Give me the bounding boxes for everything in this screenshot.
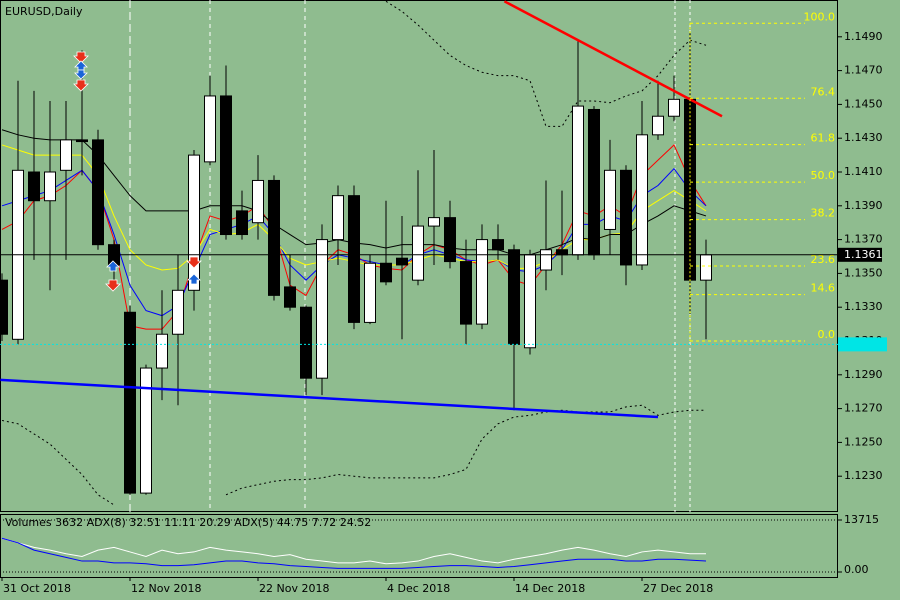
- candle-body: [220, 95, 232, 236]
- arrow-down: [105, 279, 121, 292]
- candle-body: [44, 171, 56, 202]
- axes: 1.12301.12501.12701.12901.13101.13301.13…: [1, 30, 887, 595]
- candle-body: [0, 279, 8, 335]
- fib-label: 76.4: [811, 85, 836, 98]
- y-tick-label: 1.1330: [844, 300, 883, 313]
- y-tick-label: 13715: [844, 513, 879, 526]
- candle-body: [588, 108, 600, 256]
- candle-body: [524, 254, 536, 349]
- candle-body: [284, 286, 296, 308]
- arrow-up: [187, 273, 201, 285]
- candle-body: [492, 239, 504, 251]
- indicator-line: [1, 404, 706, 506]
- arrow-down: [73, 51, 89, 64]
- candle-body: [540, 249, 552, 271]
- candle-body: [316, 239, 328, 379]
- main-plot: 100.0 76.4 61.8 50.0 38.2 23.6 14.6 0.0: [0, 0, 838, 506]
- candle-body: [460, 261, 472, 325]
- candle-body: [620, 169, 632, 266]
- y-tick-label: 1.1230: [844, 469, 883, 482]
- fib-label: 38.2: [811, 207, 836, 220]
- arrow-down: [73, 79, 89, 92]
- x-tick-label: 4 Dec 2018: [387, 582, 450, 595]
- arrow-up: [106, 260, 120, 272]
- price-box: [838, 247, 882, 262]
- candle-body: [172, 289, 184, 335]
- y-tick-label: 1.1290: [844, 368, 883, 381]
- candle-body: [76, 139, 88, 143]
- candle-body: [140, 367, 152, 494]
- fib-label: 50.0: [811, 169, 836, 182]
- y-tick-label: 1.1430: [844, 131, 883, 144]
- fib-label: 0.0: [818, 328, 836, 341]
- chart-title: EURUSD,Daily: [5, 5, 83, 18]
- candle-body: [300, 306, 312, 379]
- candle-body: [444, 217, 456, 263]
- candle-body: [556, 249, 568, 256]
- candle-body: [396, 257, 408, 266]
- candle-body: [60, 139, 72, 171]
- candle-body: [636, 134, 648, 266]
- price-box: [838, 337, 887, 352]
- candle-body: [364, 262, 376, 323]
- adx-line: [1, 537, 706, 565]
- candle-body: [668, 98, 680, 117]
- candle-body: [236, 210, 248, 236]
- candle-body: [124, 311, 136, 494]
- candle-body: [204, 95, 216, 163]
- y-tick-label: 1.1250: [844, 435, 883, 448]
- candle-body: [268, 179, 280, 296]
- y-tick-label: 0.00: [844, 563, 869, 576]
- candle-body: [652, 115, 664, 136]
- candle-body: [412, 225, 424, 281]
- y-tick-label: 1.1450: [844, 97, 883, 110]
- y-tick-label: 1.1270: [844, 402, 883, 415]
- main-frame: [0, 0, 838, 512]
- candle-body: [476, 239, 488, 325]
- candle-body: [332, 195, 344, 241]
- sub-title: Volumes 3632 ADX(8) 32.51 11.11 20.29 AD…: [5, 516, 371, 529]
- candle-body: [348, 195, 360, 323]
- x-tick-label: 27 Dec 2018: [643, 582, 713, 595]
- arrow-down: [186, 256, 202, 269]
- x-tick-label: 22 Nov 2018: [259, 582, 329, 595]
- x-tick-label: 12 Nov 2018: [131, 582, 201, 595]
- sub-plot: [0, 519, 838, 573]
- candle-body: [572, 105, 584, 256]
- fib-label: 23.6: [811, 253, 836, 266]
- x-tick-label: 14 Dec 2018: [515, 582, 585, 595]
- candle-body: [604, 169, 616, 230]
- fib-label: 100.0: [804, 10, 836, 23]
- arrow-down: [74, 69, 88, 80]
- fib-label: 61.8: [811, 132, 836, 145]
- y-tick-label: 1.1470: [844, 64, 883, 77]
- candle-body: [380, 262, 392, 283]
- candle-body: [156, 333, 168, 369]
- candle-body: [92, 139, 104, 246]
- x-tick-label: 31 Oct 2018: [3, 582, 71, 595]
- candle-body: [252, 179, 264, 224]
- y-tick-label: 1.1350: [844, 266, 883, 279]
- candle-body: [188, 154, 200, 291]
- y-tick-label: 1.1490: [844, 30, 883, 43]
- y-tick-label: 1.1410: [844, 165, 883, 178]
- price-label: 1.1361: [844, 248, 883, 261]
- trend-line: [0, 378, 659, 419]
- y-tick-label: 1.1390: [844, 199, 883, 212]
- candle-body: [508, 249, 520, 345]
- sub-frame: [0, 514, 838, 578]
- y-tick-label: 1.1370: [844, 233, 883, 246]
- adx-line: [1, 537, 707, 569]
- fib-label: 14.6: [811, 282, 836, 295]
- trend-line: [503, 0, 723, 118]
- candle-body: [428, 217, 440, 227]
- candle-body: [700, 254, 712, 281]
- signal-arrows: [73, 51, 202, 292]
- candle-body: [28, 171, 40, 202]
